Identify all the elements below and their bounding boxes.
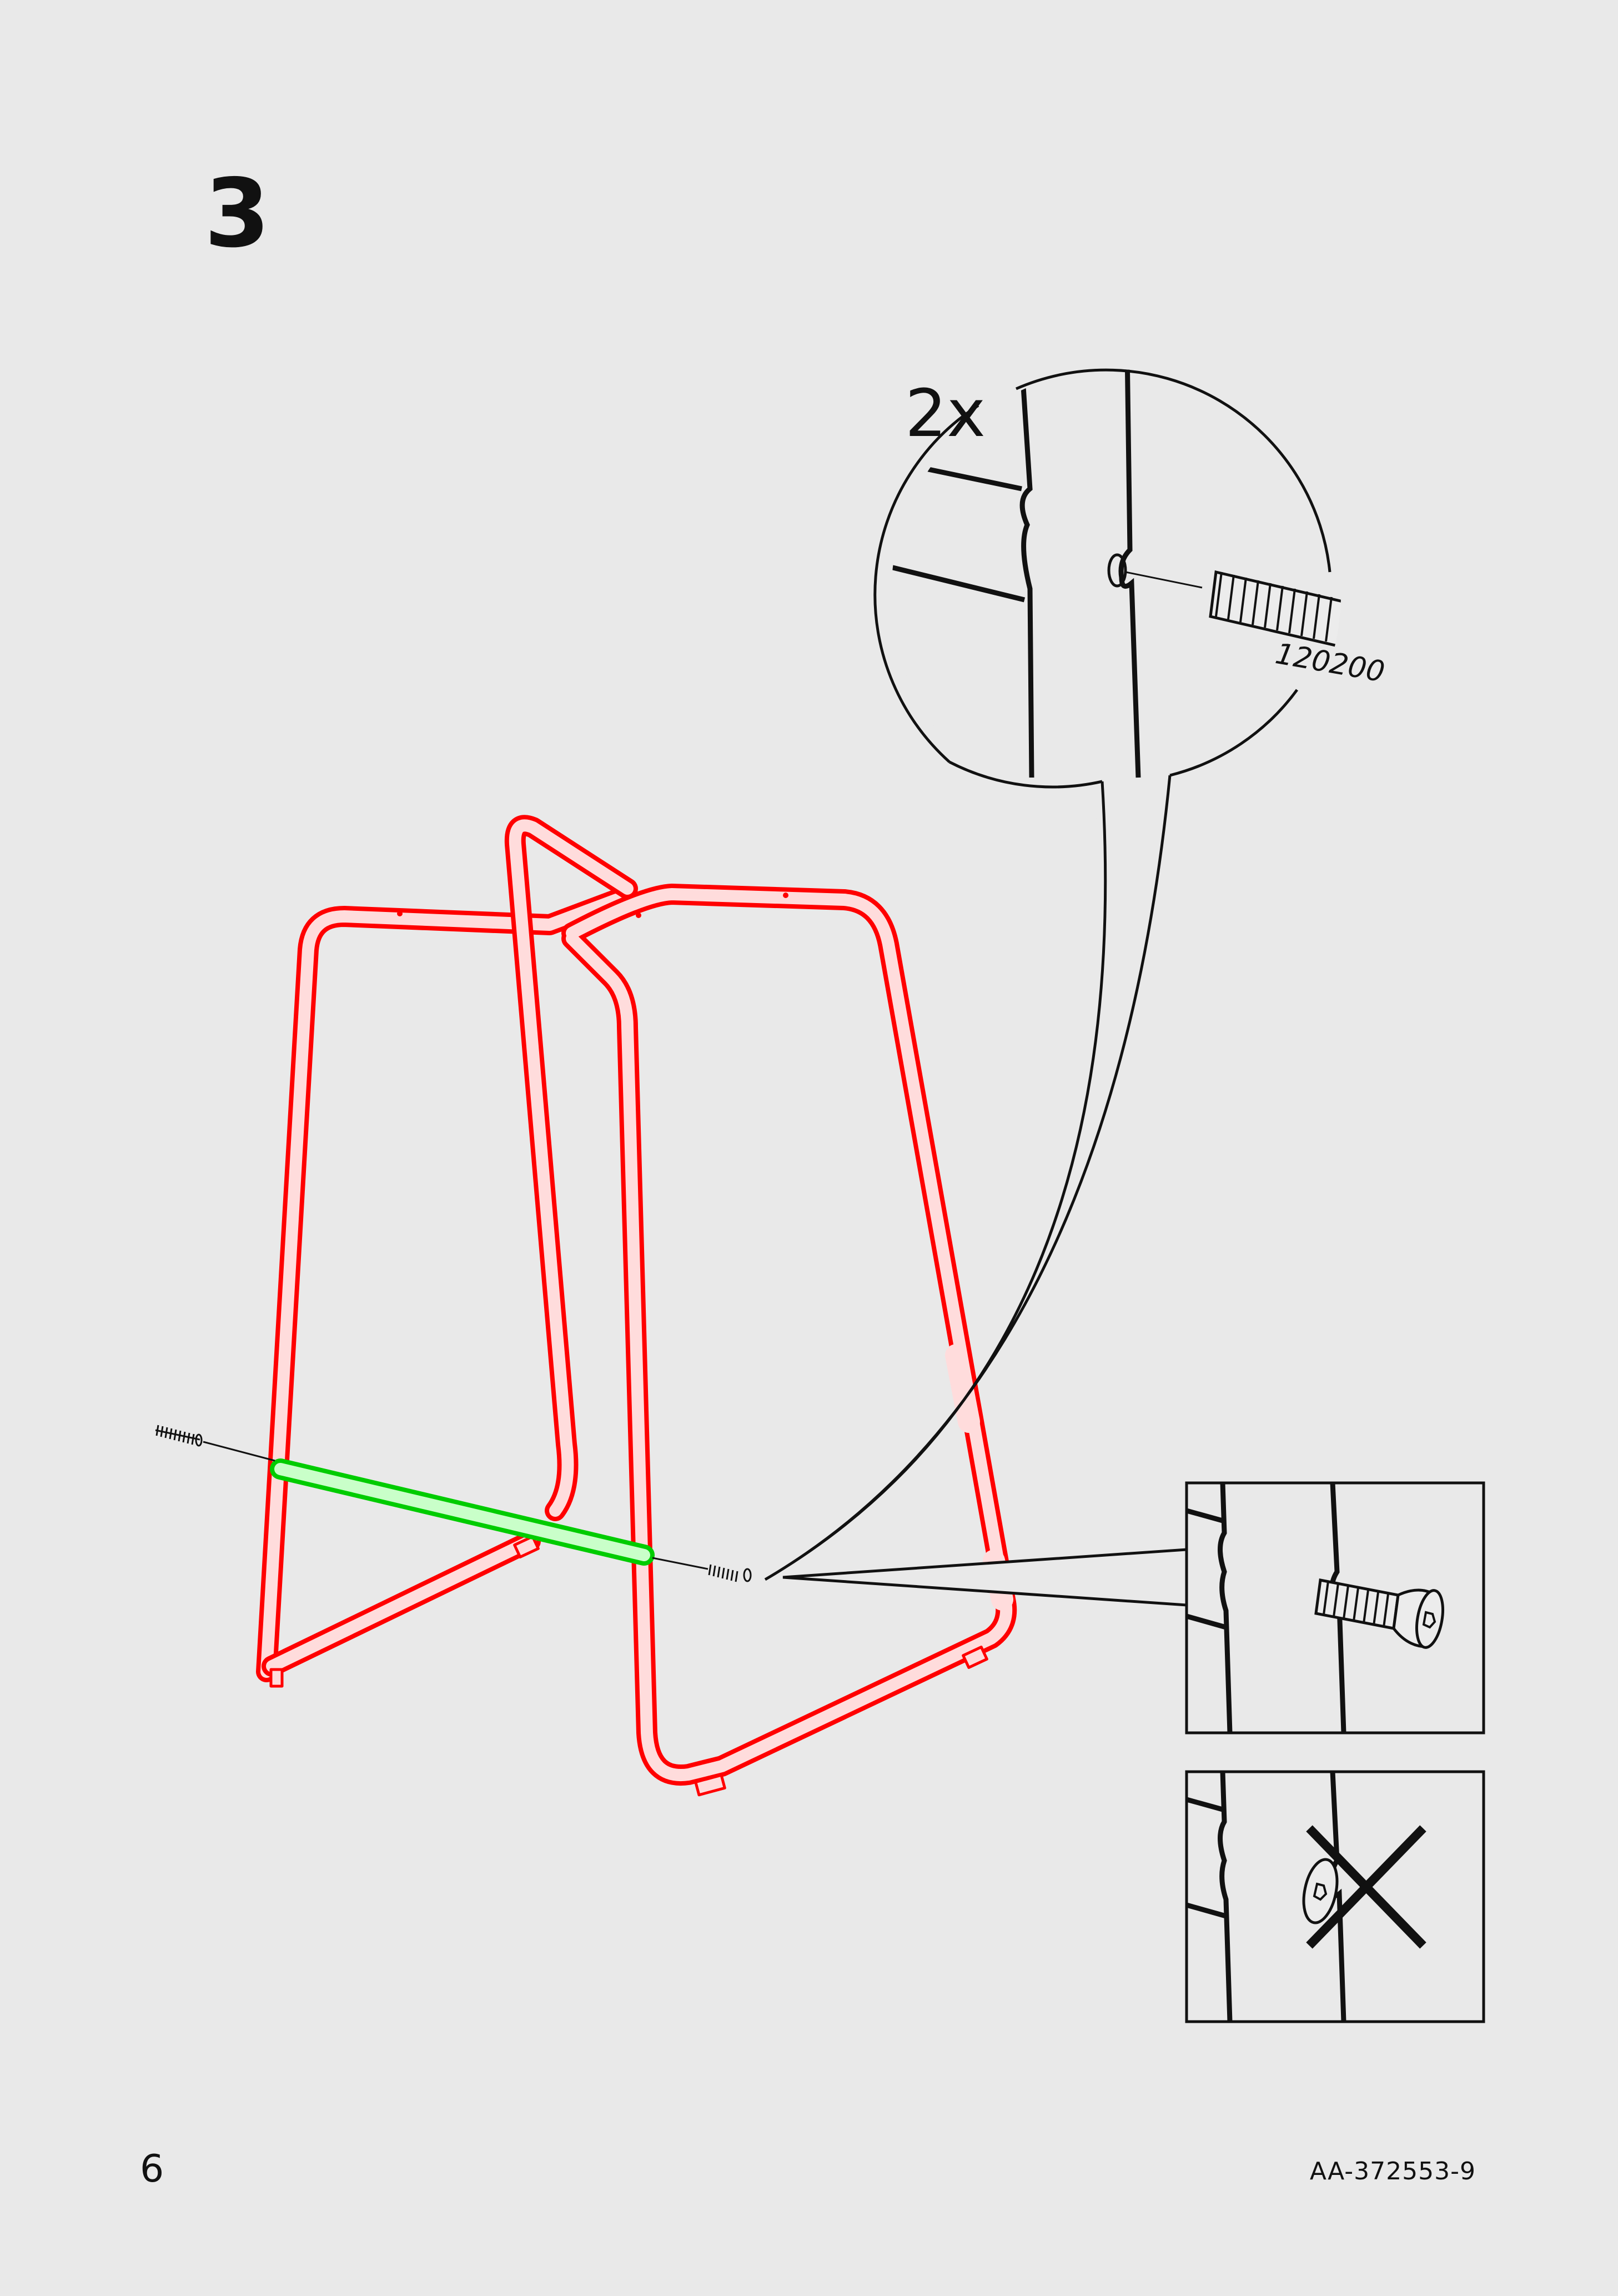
- page-number: 6: [140, 2147, 164, 2191]
- back-loop: [504, 815, 638, 1521]
- screw-icon: [1209, 570, 1341, 666]
- crossbar: [270, 1458, 655, 1566]
- screw-icon: [1314, 1578, 1444, 1649]
- screw-icon: [1302, 1858, 1339, 1924]
- chair-frame: [256, 815, 1017, 1797]
- right-side-frame: [561, 884, 1017, 1786]
- left-side-frame: [256, 889, 627, 1682]
- detail-callout: 2x 120200: [764, 368, 1387, 1581]
- incorrect-detail-panel: [1185, 1770, 1485, 2023]
- step-number: 3: [204, 159, 270, 269]
- incorrect-cross-icon: [1306, 1825, 1426, 1949]
- screw-icon: [155, 1425, 275, 1462]
- correct-detail-panel: [782, 1481, 1485, 1734]
- document-code: AA-372553-9: [1309, 2157, 1476, 2185]
- screw-icon: [652, 1557, 752, 1582]
- quantity-label: 2x: [905, 375, 986, 452]
